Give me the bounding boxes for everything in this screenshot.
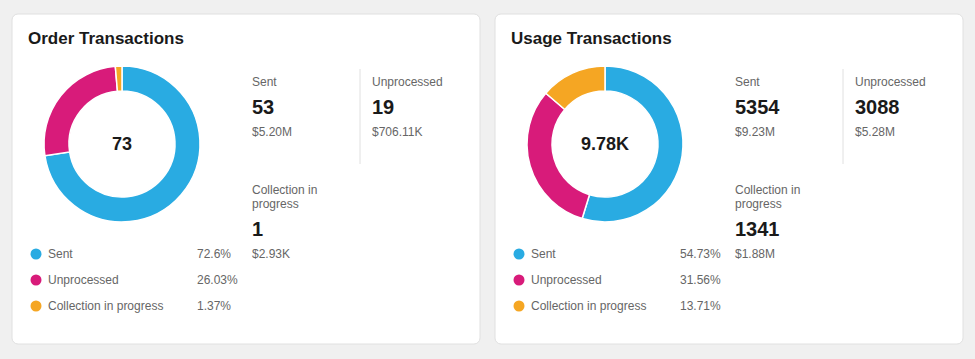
panel: Usage Transactions 9.78K Sent 54.73% Unproce…: [495, 14, 963, 344]
panel-background: [495, 14, 963, 344]
stat-value: 1: [252, 218, 263, 240]
legend: Sent 54.73% Unprocessed 31.56% Collection in…: [514, 247, 722, 313]
legend-value: 54.73%: [680, 247, 721, 261]
stat-label: Sent: [252, 75, 277, 89]
stat-value: 53: [252, 96, 274, 118]
stat-amount: $9.23M: [735, 125, 775, 139]
center-label: 73: [112, 134, 132, 154]
text-line: Collection in: [735, 183, 800, 197]
legend-label: Unprocessed: [531, 273, 602, 287]
donut-slice: [527, 93, 589, 218]
stat-value: 1341: [735, 218, 780, 240]
legend-dot: [514, 275, 525, 286]
dashboard: Order Transactions 73 Sent 72.6% Unprocessed…: [0, 0, 975, 359]
donut-slice: [546, 66, 605, 109]
text-line: Collection in: [252, 183, 317, 197]
stat-value: 5354: [735, 96, 780, 118]
legend-dot: [514, 249, 525, 260]
donut-slice: [115, 66, 122, 91]
stat-label: Collection inprogress: [252, 183, 317, 211]
legend-dot: [31, 275, 42, 286]
stat-amount: $5.28M: [855, 125, 895, 139]
legend: Sent 72.6% Unprocessed 26.03% Collection in …: [31, 247, 239, 313]
stat-label: Unprocessed: [372, 75, 443, 89]
panel-background: [12, 14, 480, 344]
legend-label: Sent: [531, 247, 556, 261]
stat-label: Unprocessed: [855, 75, 926, 89]
divider: [360, 69, 361, 164]
legend-value: 31.56%: [680, 273, 721, 287]
stat-label: Collection inprogress: [735, 183, 800, 211]
text-line: progress: [735, 197, 782, 211]
legend-value: 1.37%: [197, 299, 231, 313]
donut-slice: [44, 66, 117, 155]
center-label: 9.78K: [581, 134, 629, 154]
stat-amount: $1.88M: [735, 247, 775, 261]
stat-amount: $2.93K: [252, 247, 290, 261]
panel-title: Order Transactions: [28, 29, 184, 48]
legend-label: Collection in progress: [531, 299, 646, 313]
legend-label: Unprocessed: [48, 273, 119, 287]
stat-amount: $706.11K: [372, 125, 423, 139]
legend-dot: [514, 301, 525, 312]
legend-value: 13.71%: [680, 299, 721, 313]
legend-value: 72.6%: [197, 247, 231, 261]
divider: [843, 69, 844, 164]
donut: [44, 66, 200, 222]
stat-value: 3088: [855, 96, 900, 118]
donut: [527, 66, 683, 222]
panel: Order Transactions 73 Sent 72.6% Unprocessed…: [12, 14, 480, 344]
legend-label: Collection in progress: [48, 299, 163, 313]
legend-value: 26.03%: [197, 273, 238, 287]
panel-title: Usage Transactions: [511, 29, 672, 48]
legend-dot: [31, 249, 42, 260]
donut-slice: [45, 66, 200, 222]
stat-amount: $5.20M: [252, 125, 292, 139]
legend-label: Sent: [48, 247, 73, 261]
legend-dot: [31, 301, 42, 312]
stat-label: Sent: [735, 75, 760, 89]
stat-value: 19: [372, 96, 394, 118]
text-line: progress: [252, 197, 299, 211]
